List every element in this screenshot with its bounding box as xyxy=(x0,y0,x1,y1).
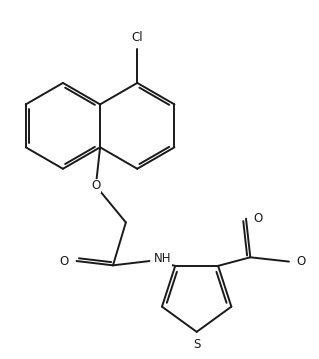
Text: O: O xyxy=(296,255,306,268)
Text: Cl: Cl xyxy=(131,31,143,45)
Text: O: O xyxy=(253,212,263,225)
Text: S: S xyxy=(193,338,200,351)
Text: O: O xyxy=(60,255,69,267)
Text: O: O xyxy=(91,180,100,192)
Text: NH: NH xyxy=(153,252,171,265)
